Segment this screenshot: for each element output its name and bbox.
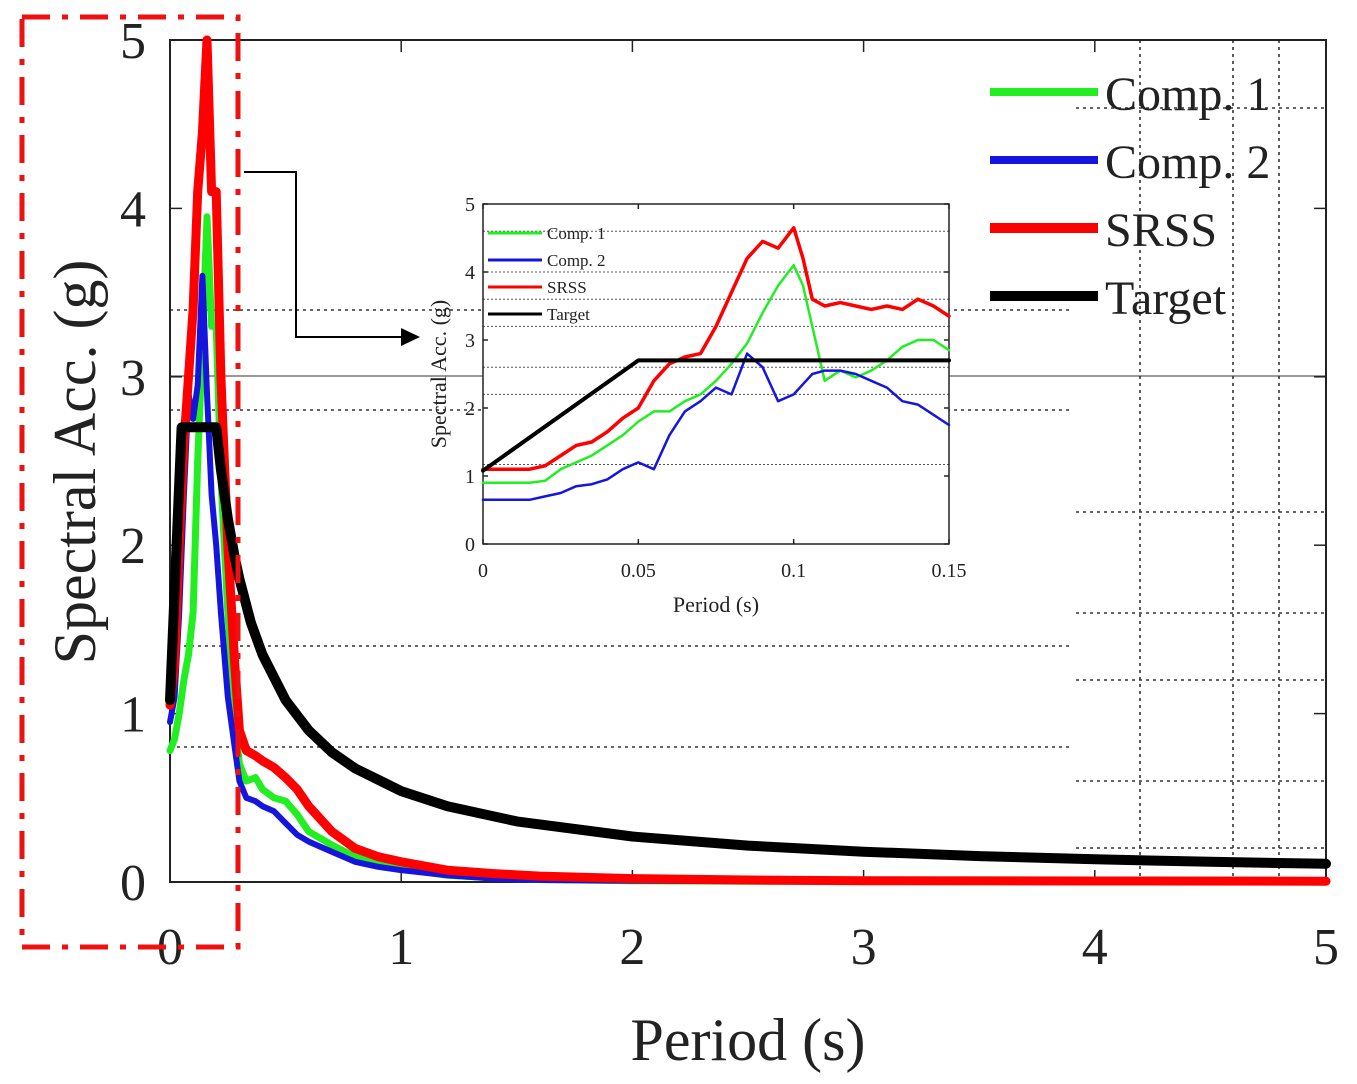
series-line-comp-1 — [481, 263, 951, 485]
x-tick-label: 0.05 — [621, 560, 656, 582]
series-line-target — [165, 422, 1331, 869]
inset-legend-label-target: Target — [547, 305, 590, 324]
inset-plot-series — [481, 226, 951, 502]
x-tick-label: 0 — [478, 560, 488, 582]
x-tick-label: 4 — [1082, 919, 1108, 976]
main-plot-series — [165, 35, 1331, 886]
x-tick-label: 5 — [1313, 919, 1339, 976]
y-tick-label: 0 — [465, 534, 475, 556]
series-line-srss — [481, 226, 951, 471]
x-tick-label: 1 — [388, 919, 414, 976]
x-tick-label: 3 — [851, 919, 877, 976]
y-tick-label: 3 — [465, 330, 475, 352]
inset-y-axis-label: Spectral Acc. (g) — [426, 300, 451, 448]
y-tick-label: 5 — [465, 194, 475, 216]
legend-label-comp1: Comp. 1 — [1105, 68, 1270, 121]
inset-legend: Comp. 1 Comp. 2 SRSS Target — [488, 224, 606, 324]
y-tick-label: 2 — [120, 518, 146, 575]
arrow-head-icon — [401, 328, 420, 346]
y-tick-label: 1 — [120, 687, 146, 744]
zoom-connector-arrow — [244, 171, 420, 346]
main-legend: Comp. 1 Comp. 2 SRSS Target — [990, 68, 1270, 325]
inset-axes-frame — [482, 203, 950, 545]
main-x-axis-label: Period (s) — [631, 1007, 866, 1073]
y-tick-label: 5 — [120, 13, 146, 70]
y-tick-label: 1 — [465, 466, 475, 488]
y-tick-label: 2 — [465, 398, 475, 420]
inset-background — [483, 204, 949, 544]
inset-legend-label-comp1: Comp. 1 — [547, 224, 606, 243]
legend-label-comp2: Comp. 2 — [1105, 136, 1270, 189]
main-y-axis-label: Spectral Acc. (g) — [42, 260, 108, 665]
zoom-highlight-box — [19, 14, 241, 950]
series-line-target — [481, 358, 951, 473]
series-line-comp-2 — [481, 352, 951, 502]
x-tick-label: 2 — [619, 919, 645, 976]
y-tick-label: 4 — [120, 181, 146, 238]
y-tick-label: 4 — [465, 262, 475, 284]
inset-axis-ticks: 0 0.05 0.1 0.15 0 1 2 3 4 5 — [465, 194, 967, 582]
series-line-srss — [165, 35, 1331, 886]
inset-chart: 0 0.05 0.1 0.15 0 1 2 3 4 5 Period (s) Spectral A… — [426, 194, 967, 617]
y-tick-label: 0 — [120, 855, 146, 912]
inset-legend-label-srss: SRSS — [547, 278, 587, 297]
x-tick-label: 0.15 — [932, 560, 967, 582]
y-tick-label: 3 — [120, 350, 146, 407]
x-tick-label: 0.1 — [781, 560, 806, 582]
legend-label-target: Target — [1105, 272, 1227, 325]
inset-x-axis-label: Period (s) — [673, 592, 759, 617]
legend-label-srss: SRSS — [1105, 204, 1217, 257]
inset-legend-label-comp2: Comp. 2 — [547, 251, 606, 270]
